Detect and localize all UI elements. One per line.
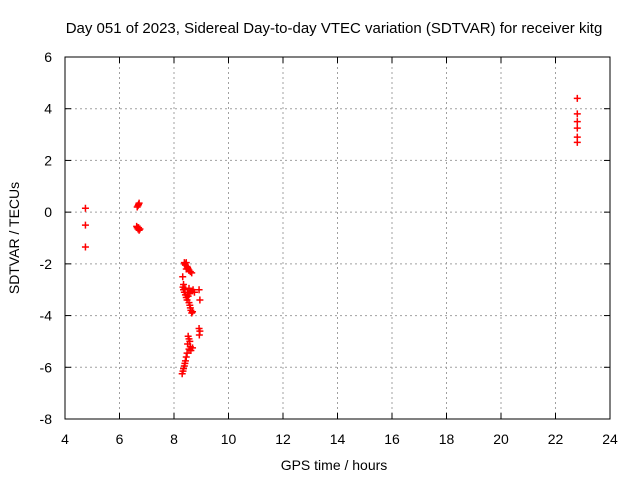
data-point — [182, 265, 190, 273]
data-point — [573, 94, 581, 102]
x-tick-label: 22 — [548, 431, 564, 447]
y-tick-label: -6 — [40, 359, 53, 375]
data-point — [135, 226, 143, 234]
x-tick-label: 12 — [275, 431, 291, 447]
x-axis-label: GPS time / hours — [281, 457, 388, 473]
data-point — [189, 344, 197, 352]
data-point — [182, 259, 190, 267]
data-point — [185, 284, 193, 292]
data-point — [182, 353, 190, 361]
x-tick-label: 24 — [602, 431, 618, 447]
data-point — [573, 110, 581, 118]
x-tick-label: 10 — [221, 431, 237, 447]
y-axis-label: SDTVAR / TECUs — [6, 182, 22, 294]
data-point — [195, 331, 203, 339]
data-point — [186, 268, 194, 276]
y-tick-label: 4 — [44, 101, 52, 117]
data-point — [183, 349, 191, 357]
x-tick-label: 18 — [439, 431, 455, 447]
data-point — [135, 199, 143, 207]
x-tick-label: 6 — [116, 431, 124, 447]
data-point — [188, 309, 196, 317]
x-tick-label: 16 — [384, 431, 400, 447]
grid-lines — [65, 57, 610, 419]
data-point — [573, 118, 581, 126]
data-point — [178, 370, 186, 378]
x-tick-label: 8 — [170, 431, 178, 447]
data-point — [196, 296, 204, 304]
y-tick-label: -4 — [40, 308, 53, 324]
data-point — [573, 124, 581, 132]
data-point — [573, 138, 581, 146]
x-tick-label: 4 — [61, 431, 69, 447]
data-points — [81, 94, 581, 378]
data-point — [81, 221, 89, 229]
data-point — [81, 204, 89, 212]
data-point — [188, 269, 196, 277]
data-point — [189, 308, 197, 316]
y-tick-label: 2 — [44, 152, 52, 168]
x-tick-label: 14 — [330, 431, 346, 447]
y-tick-label: -2 — [40, 256, 53, 272]
y-tick-label: 6 — [44, 49, 52, 65]
chart-title: Day 051 of 2023, Sidereal Day-to-day VTE… — [66, 20, 603, 37]
y-tick-label: -8 — [40, 411, 53, 427]
y-tick-label: 0 — [44, 204, 52, 220]
data-point — [81, 243, 89, 251]
x-tick-label: 20 — [493, 431, 509, 447]
data-point — [195, 286, 203, 294]
data-point — [136, 225, 144, 233]
data-point — [179, 273, 187, 281]
data-point — [190, 288, 198, 296]
